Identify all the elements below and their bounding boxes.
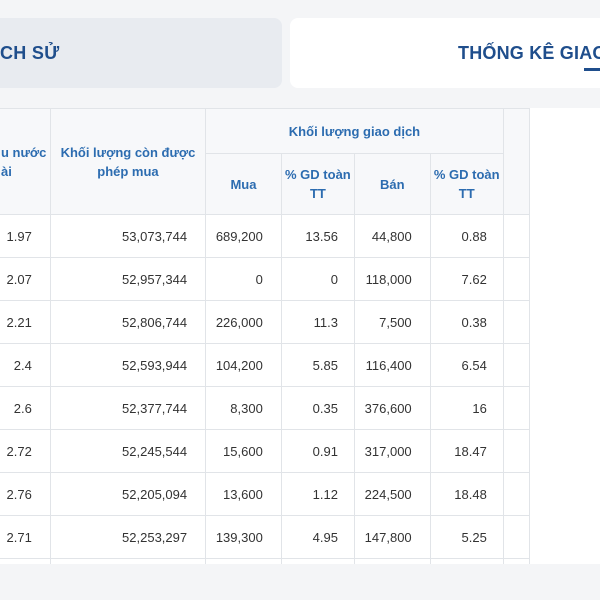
cell-sell-volume	[353, 558, 431, 564]
cell-next	[502, 257, 531, 301]
table-row: 2.6 52,377,744 8,300 0.35 376,600 16	[0, 386, 531, 430]
cell-sell-percent: 0.38	[429, 300, 504, 344]
cell-foreign-ratio	[0, 558, 51, 564]
cell-buy-percent: 11.3	[280, 300, 355, 344]
tab-trade-statistics-label: THỐNG KÊ GIAO D	[458, 42, 600, 63]
cell-sell-percent: 6.54	[429, 343, 504, 387]
cell-next	[502, 386, 531, 430]
table-row: 2.71 52,253,297 139,300 4.95 147,800 5.2…	[0, 515, 531, 559]
cell-foreign-ratio: 2.4	[0, 343, 51, 387]
cell-remaining-volume: 52,245,544	[49, 429, 207, 473]
column-group-header-trade-volume: Khối lượng giao dịch	[205, 108, 504, 154]
tab-history[interactable]: CH SỬ	[0, 18, 282, 88]
cell-sell-percent: 7.62	[429, 257, 504, 301]
cell-remaining-volume: 52,205,094	[49, 472, 207, 516]
column-header-sell-percent: % GD toàn TT	[429, 153, 504, 215]
cell-foreign-ratio: 1.97	[0, 214, 51, 258]
cell-buy-percent: 0.91	[280, 429, 355, 473]
cell-remaining-volume: 52,806,744	[49, 300, 207, 344]
cell-sell-volume: 147,800	[353, 515, 431, 559]
cell-next	[502, 558, 531, 564]
column-header-buy-percent: % GD toàn TT	[280, 153, 355, 215]
column-header-remaining-volume: Khối lượng còn được phép mua	[49, 108, 207, 215]
cell-next	[502, 472, 531, 516]
cell-buy-volume: 104,200	[205, 343, 282, 387]
table-row	[0, 558, 531, 564]
table-row: 2.07 52,957,344 0 0 118,000 7.62	[0, 257, 531, 301]
cell-foreign-ratio: 2.6	[0, 386, 51, 430]
cell-sell-volume: 118,000	[353, 257, 431, 301]
cell-sell-volume: 376,600	[353, 386, 431, 430]
cell-next	[502, 300, 531, 344]
cell-buy-volume: 0	[205, 257, 282, 301]
cell-buy-percent: 13.56	[280, 214, 355, 258]
cell-foreign-ratio: 2.07	[0, 257, 51, 301]
cell-buy-percent: 1.12	[280, 472, 355, 516]
cell-sell-percent: 5.25	[429, 515, 504, 559]
cell-remaining-volume	[49, 558, 207, 564]
cell-buy-percent: 0.35	[280, 386, 355, 430]
cell-buy-percent: 4.95	[280, 515, 355, 559]
active-tab-indicator	[584, 68, 600, 71]
column-header-sell: Bán	[353, 153, 431, 215]
table-row: 2.4 52,593,944 104,200 5.85 116,400 6.54	[0, 343, 531, 387]
cell-buy-volume: 8,300	[205, 386, 282, 430]
cell-sell-volume: 116,400	[353, 343, 431, 387]
cell-sell-percent: 18.47	[429, 429, 504, 473]
column-header-foreign-ratio: u nước ài	[0, 108, 51, 215]
cell-foreign-ratio: 2.76	[0, 472, 51, 516]
cell-sell-percent: 16	[429, 386, 504, 430]
cell-buy-volume: 226,000	[205, 300, 282, 344]
cell-remaining-volume: 52,253,297	[49, 515, 207, 559]
cell-buy-volume: 139,300	[205, 515, 282, 559]
cell-next	[502, 343, 531, 387]
cell-sell-percent	[429, 558, 504, 564]
column-header-next	[502, 108, 531, 215]
cell-buy-volume: 15,600	[205, 429, 282, 473]
cell-sell-percent: 18.48	[429, 472, 504, 516]
cell-next	[502, 214, 531, 258]
tab-trade-statistics[interactable]: THỐNG KÊ GIAO D	[290, 18, 600, 88]
cell-next	[502, 515, 531, 559]
cell-remaining-volume: 53,073,744	[49, 214, 207, 258]
tab-bar: CH SỬ THỐNG KÊ GIAO D	[0, 0, 600, 100]
cell-buy-volume	[205, 558, 282, 564]
cell-sell-volume: 317,000	[353, 429, 431, 473]
tab-history-label: CH SỬ	[0, 42, 60, 63]
cell-buy-percent: 5.85	[280, 343, 355, 387]
cell-foreign-ratio: 2.71	[0, 515, 51, 559]
cell-remaining-volume: 52,593,944	[49, 343, 207, 387]
table-row: 2.72 52,245,544 15,600 0.91 317,000 18.4…	[0, 429, 531, 473]
column-header-buy: Mua	[205, 153, 282, 215]
foreign-trading-table-container[interactable]: u nước ài Khối lượng còn được phép mua K…	[0, 108, 600, 564]
cell-remaining-volume: 52,377,744	[49, 386, 207, 430]
cell-sell-percent: 0.88	[429, 214, 504, 258]
cell-foreign-ratio: 2.21	[0, 300, 51, 344]
table-row: 2.76 52,205,094 13,600 1.12 224,500 18.4…	[0, 472, 531, 516]
cell-buy-percent	[280, 558, 355, 564]
cell-buy-volume: 13,600	[205, 472, 282, 516]
bottom-area	[0, 566, 600, 600]
cell-sell-volume: 7,500	[353, 300, 431, 344]
cell-next	[502, 429, 531, 473]
table-row: 1.97 53,073,744 689,200 13.56 44,800 0.8…	[0, 214, 531, 258]
cell-buy-volume: 689,200	[205, 214, 282, 258]
cell-sell-volume: 224,500	[353, 472, 431, 516]
cell-foreign-ratio: 2.72	[0, 429, 51, 473]
cell-remaining-volume: 52,957,344	[49, 257, 207, 301]
foreign-trading-table: u nước ài Khối lượng còn được phép mua K…	[0, 108, 531, 564]
cell-buy-percent: 0	[280, 257, 355, 301]
table-row: 2.21 52,806,744 226,000 11.3 7,500 0.38	[0, 300, 531, 344]
cell-sell-volume: 44,800	[353, 214, 431, 258]
